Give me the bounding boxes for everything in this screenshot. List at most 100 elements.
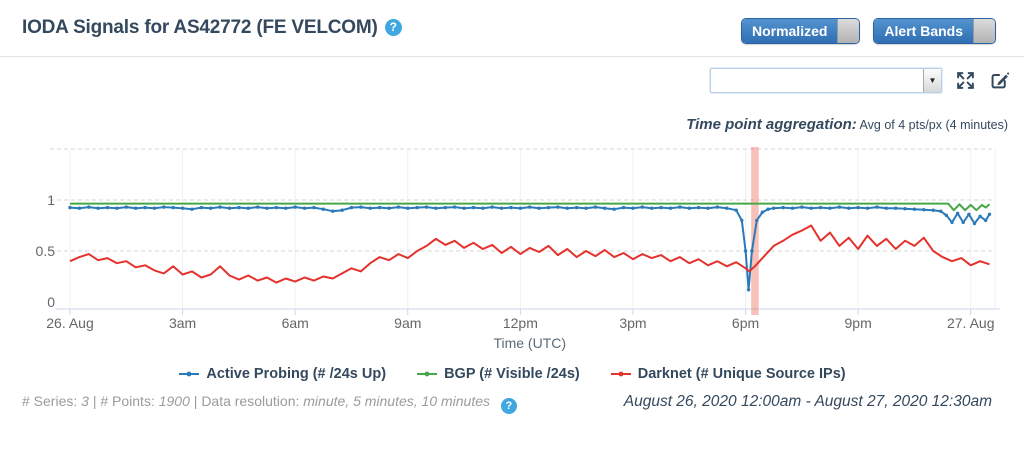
series-marker <box>453 205 457 209</box>
series-marker <box>424 205 429 209</box>
series-marker <box>772 206 776 210</box>
expand-chart-button[interactable] <box>954 70 976 92</box>
series-marker <box>462 206 466 210</box>
series-marker <box>284 206 288 210</box>
series-count-label: # Series: <box>22 393 78 409</box>
series-marker <box>321 207 325 211</box>
series-line-2[interactable] <box>69 224 990 284</box>
series-marker <box>509 205 513 210</box>
series-marker <box>218 205 222 209</box>
series-marker <box>575 205 579 210</box>
series-marker <box>687 206 691 210</box>
series-marker <box>750 249 754 253</box>
legend-label: BGP (# Visible /24s) <box>444 366 580 382</box>
series-marker <box>556 205 560 209</box>
date-range: August 26, 2020 12:00am - August 27, 202… <box>623 393 992 410</box>
series-marker <box>659 205 663 210</box>
x-tick-label: 9am <box>394 315 421 331</box>
series-marker <box>293 205 297 209</box>
x-tick-label: 3pm <box>619 315 646 331</box>
series-marker <box>650 206 654 210</box>
y-tick-label: 1 <box>47 192 55 208</box>
x-axis-title: Time (UTC) <box>493 335 566 351</box>
series-select-dropdown[interactable]: ▼ <box>710 68 942 93</box>
x-tick-label: 27. Aug <box>947 315 995 331</box>
series-marker <box>818 205 823 210</box>
series-marker <box>755 218 759 223</box>
x-tick-label: 6am <box>282 315 309 331</box>
series-marker <box>471 205 476 210</box>
edit-chart-button[interactable] <box>988 70 1010 92</box>
series-marker <box>631 206 635 210</box>
expand-icon <box>956 72 974 89</box>
series-marker <box>256 205 260 209</box>
series-marker <box>961 220 965 225</box>
help-icon[interactable]: ? <box>384 18 402 36</box>
y-tick-label: 0 <box>47 294 55 310</box>
x-tick-label: 9pm <box>845 315 872 331</box>
separator: | <box>92 393 97 409</box>
toggle-knob-icon <box>837 19 860 43</box>
alert-bands-toggle[interactable]: Alert Bands <box>873 18 996 44</box>
series-marker <box>68 205 72 210</box>
series-marker <box>837 205 842 209</box>
legend-marker-icon <box>610 371 631 377</box>
x-tick-label: 3am <box>169 315 196 331</box>
series-marker <box>143 205 147 210</box>
series-marker <box>105 205 110 210</box>
series-marker <box>265 206 269 210</box>
series-marker <box>237 205 241 210</box>
series-marker <box>209 206 213 210</box>
header-divider <box>0 56 1024 57</box>
series-marker <box>77 206 82 210</box>
series-marker <box>152 206 157 210</box>
series-marker <box>978 214 982 218</box>
legend-label: Active Probing (# /24s Up) <box>206 366 387 382</box>
legend-marker-icon <box>417 371 438 377</box>
alert-bands-toggle-label: Alert Bands <box>874 19 973 43</box>
series-marker <box>481 206 485 210</box>
series-marker <box>955 211 960 215</box>
series-marker <box>715 205 720 209</box>
series-marker <box>760 210 765 214</box>
series-marker <box>565 206 569 210</box>
series-marker <box>828 206 832 210</box>
series-marker <box>349 205 354 210</box>
y-tick-label: 0.5 <box>36 243 56 259</box>
series-marker <box>537 206 541 210</box>
signals-chart[interactable]: 26. Aug 3am 6am 9am 12pm 3pm 6pm 9pm 27. Aug 0 0.5… <box>0 145 1024 357</box>
series-marker <box>950 220 954 225</box>
legend-item-2[interactable]: Darknet (# Unique Source IPs) <box>610 366 846 382</box>
series-marker <box>368 206 372 210</box>
series-marker <box>809 206 813 210</box>
series-count-value: 3 <box>81 393 89 409</box>
legend-item-1[interactable]: BGP (# Visible /24s) <box>416 366 580 382</box>
series-marker <box>274 205 279 210</box>
series-marker <box>668 206 673 210</box>
aggregation-label: Time point aggregation: <box>686 116 857 133</box>
legend-item-0[interactable]: Active Probing (# /24s Up) <box>178 366 386 382</box>
series-marker <box>396 205 401 209</box>
series-marker <box>359 205 363 209</box>
normalized-toggle[interactable]: Normalized <box>740 18 861 44</box>
series-marker <box>790 206 795 210</box>
points-count-label: # Points: <box>100 393 155 409</box>
series-marker <box>884 206 888 210</box>
series-marker <box>528 205 532 209</box>
page-title-text: IODA Signals for AS42772 (FE VELCOM) <box>22 17 378 38</box>
series-marker <box>781 205 785 210</box>
series-marker <box>190 207 194 211</box>
series-marker <box>856 205 860 210</box>
series-line-1[interactable] <box>70 202 991 212</box>
series-marker <box>87 205 91 209</box>
series-marker <box>725 206 729 210</box>
series-marker <box>584 206 588 210</box>
series-marker <box>546 205 551 210</box>
help-icon[interactable]: ? <box>500 398 517 414</box>
dropdown-arrow-icon[interactable]: ▼ <box>923 69 941 92</box>
series-marker <box>593 205 598 209</box>
series-marker <box>387 206 391 210</box>
series-marker <box>931 208 935 212</box>
series-marker <box>312 205 316 210</box>
toggle-group: Normalized Alert Bands <box>740 18 996 44</box>
